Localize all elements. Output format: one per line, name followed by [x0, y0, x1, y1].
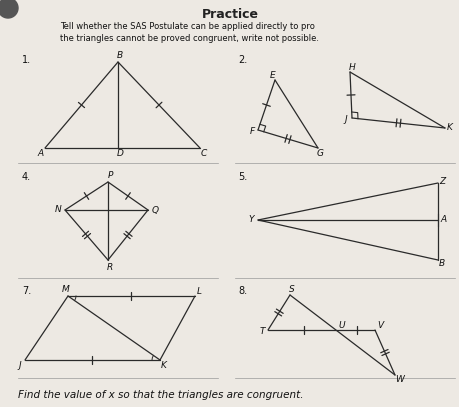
- Text: V: V: [376, 320, 382, 330]
- Text: Z: Z: [438, 177, 444, 186]
- Text: Q: Q: [151, 206, 158, 214]
- Text: P: P: [107, 171, 112, 180]
- Text: Tell whether the SAS Postulate can be applied directly to pro
the triangles cann: Tell whether the SAS Postulate can be ap…: [60, 22, 318, 43]
- Text: H: H: [348, 63, 355, 72]
- Text: F: F: [249, 127, 254, 136]
- Text: 2.: 2.: [237, 55, 247, 65]
- Text: E: E: [269, 70, 275, 79]
- Text: 7.: 7.: [22, 286, 31, 296]
- Circle shape: [0, 0, 18, 18]
- Text: Y: Y: [248, 215, 253, 225]
- Text: B: B: [117, 52, 123, 61]
- Text: J: J: [19, 361, 21, 370]
- Text: T: T: [259, 328, 264, 337]
- Text: 4.: 4.: [22, 172, 31, 182]
- Text: W: W: [395, 374, 403, 383]
- Text: G: G: [316, 149, 323, 158]
- Text: A: A: [38, 149, 44, 158]
- Text: Find the value of x so that the triangles are congruent.: Find the value of x so that the triangle…: [18, 390, 303, 400]
- Text: Practice: Practice: [201, 8, 258, 21]
- Text: N: N: [55, 206, 61, 214]
- Text: 5.: 5.: [237, 172, 247, 182]
- Text: J: J: [344, 116, 347, 125]
- Text: D: D: [116, 149, 123, 158]
- Text: A: A: [440, 215, 446, 225]
- Text: L: L: [196, 287, 201, 295]
- Text: S: S: [289, 284, 294, 293]
- Text: R: R: [106, 263, 113, 271]
- Text: C: C: [201, 149, 207, 158]
- Text: U: U: [338, 320, 345, 330]
- Text: K: K: [446, 123, 452, 133]
- Text: M: M: [62, 285, 70, 295]
- Text: 8.: 8.: [237, 286, 246, 296]
- Text: B: B: [438, 260, 444, 269]
- Text: K: K: [161, 361, 167, 370]
- Text: 1.: 1.: [22, 55, 31, 65]
